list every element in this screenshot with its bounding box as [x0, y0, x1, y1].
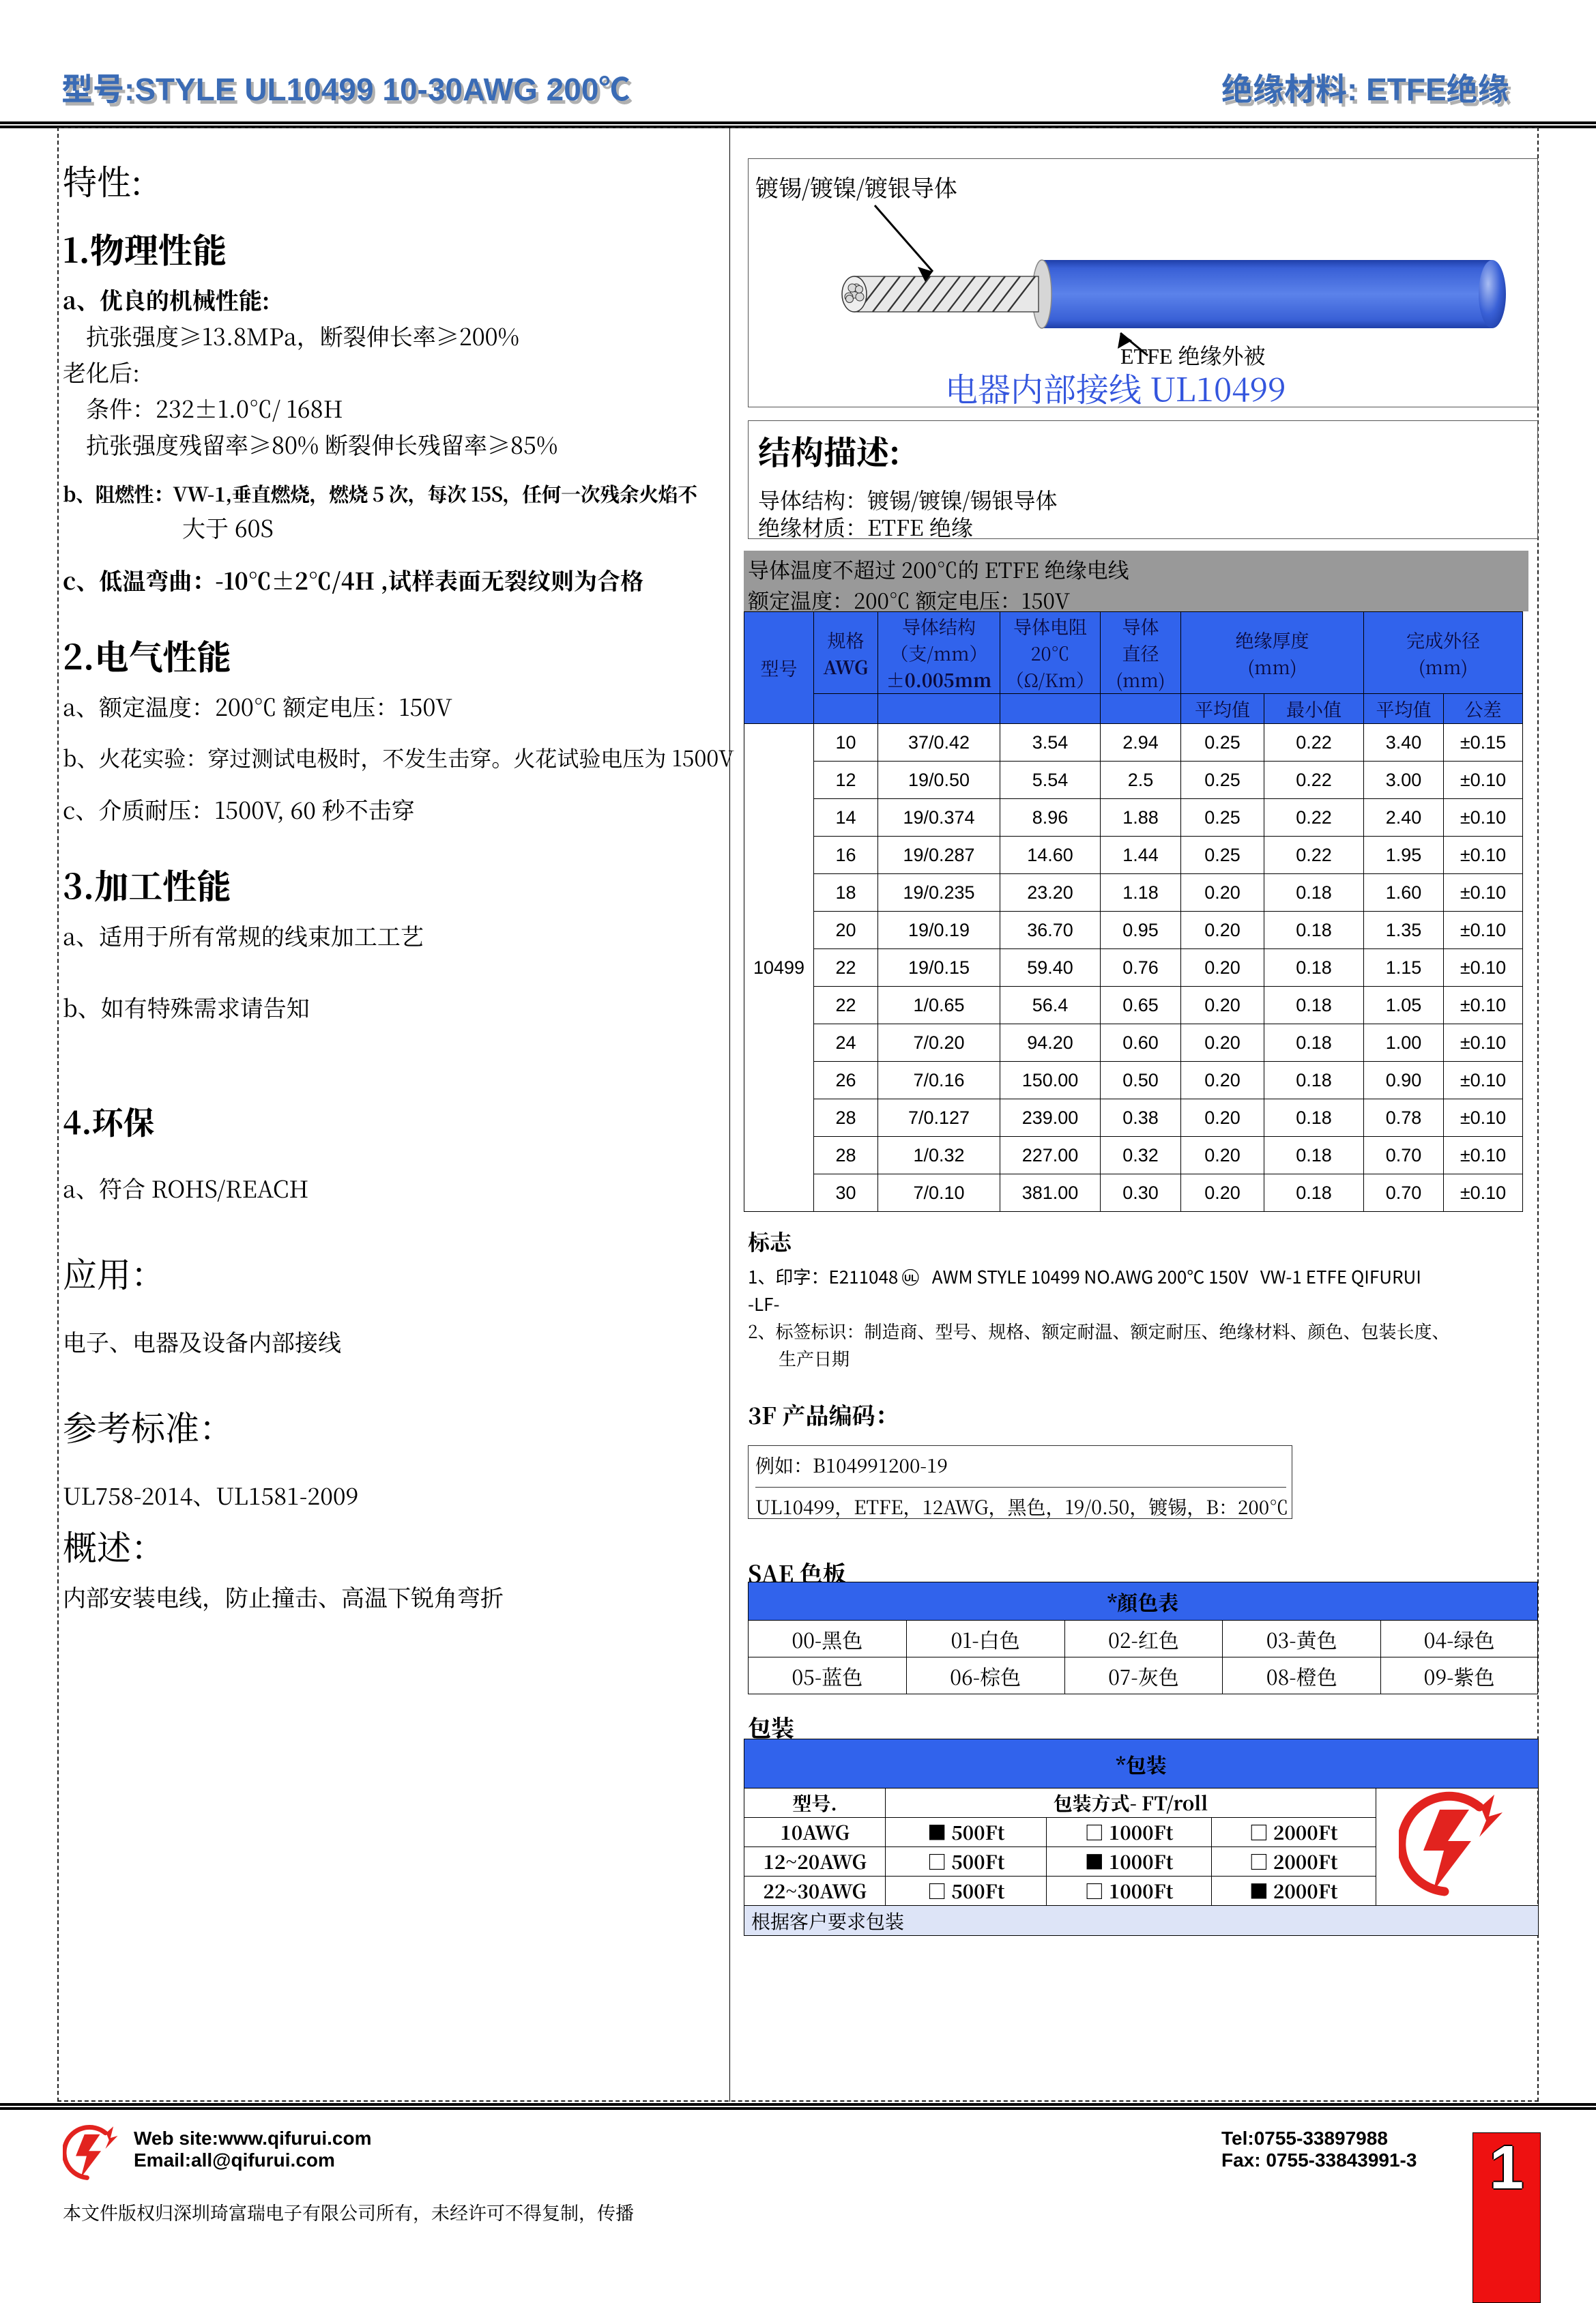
- svg-text:镀锡/镀镍/镀银导体: 镀锡/镀镍/镀银导体: [755, 170, 957, 203]
- svg-text:UL: UL: [904, 1272, 917, 1283]
